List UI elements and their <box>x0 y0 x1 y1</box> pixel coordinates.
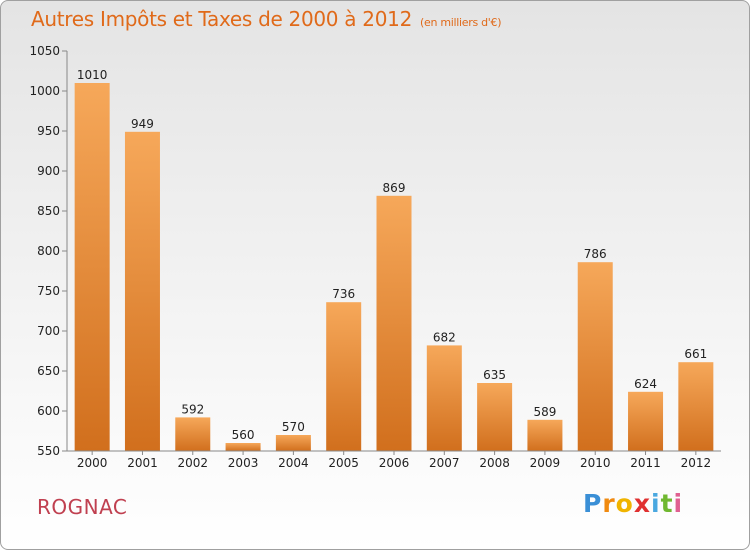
proxiti-logo[interactable]: Proxiti <box>583 489 683 518</box>
logo-letter: i <box>651 489 661 518</box>
x-tick-label: 2001 <box>127 456 158 470</box>
x-tick-label: 2007 <box>429 456 460 470</box>
logo-letter: i <box>673 489 684 518</box>
chart-subtitle: (en milliers d'€) <box>420 16 502 29</box>
chart-title: Autres Impôts et Taxes de 2000 à 2012 (en… <box>31 7 501 31</box>
x-tick-label: 2002 <box>177 456 208 470</box>
bar-2010 <box>577 262 613 451</box>
x-tick-label: 2010 <box>580 456 611 470</box>
chart-title-text: Autres Impôts et Taxes de 2000 à 2012 <box>31 7 412 31</box>
x-tick-label: 2011 <box>630 456 661 470</box>
y-tick-label: 800 <box>37 244 60 258</box>
bar-value-label: 949 <box>131 117 154 131</box>
bar-2012 <box>678 362 714 451</box>
bar-2000 <box>74 83 110 451</box>
x-tick-label: 2008 <box>479 456 510 470</box>
logo-letter: x <box>633 489 651 518</box>
city-name: ROGNAC <box>37 495 128 519</box>
x-tick-label: 2003 <box>228 456 259 470</box>
bar-value-label: 736 <box>332 287 355 301</box>
y-tick-label: 550 <box>37 444 60 458</box>
bar-value-label: 1010 <box>77 68 108 82</box>
bar-2008 <box>477 383 513 451</box>
bar-2006 <box>376 195 412 451</box>
y-tick-label: 900 <box>37 164 60 178</box>
bar-value-label: 869 <box>383 181 406 195</box>
bar-2011 <box>628 391 664 451</box>
x-tick-label: 2005 <box>328 456 359 470</box>
y-tick-label: 700 <box>37 324 60 338</box>
bar-value-label: 661 <box>684 347 707 361</box>
y-tick-label: 1000 <box>29 84 60 98</box>
y-tick-label: 950 <box>37 124 60 138</box>
bar-value-label: 560 <box>232 428 255 442</box>
bar-2007 <box>426 345 462 451</box>
bar-2005 <box>326 302 362 451</box>
bar-value-label: 592 <box>181 402 204 416</box>
bar-value-label: 589 <box>533 405 556 419</box>
bar-value-label: 682 <box>433 330 456 344</box>
logo-letter: r <box>602 489 616 518</box>
x-tick-label: 2004 <box>278 456 309 470</box>
bar-value-label: 570 <box>282 420 305 434</box>
y-tick-label: 600 <box>37 404 60 418</box>
bar-2003 <box>225 443 261 451</box>
y-tick-label: 850 <box>37 204 60 218</box>
y-tick-label: 650 <box>37 364 60 378</box>
bar-2004 <box>275 435 311 451</box>
x-tick-label: 2009 <box>530 456 561 470</box>
bar-value-label: 624 <box>634 377 657 391</box>
x-tick-label: 2000 <box>77 456 108 470</box>
y-tick-label: 1050 <box>29 44 60 58</box>
logo-letter: o <box>615 489 634 518</box>
y-tick-label: 750 <box>37 284 60 298</box>
bar-2002 <box>175 417 211 451</box>
logo-letter: t <box>660 489 674 518</box>
bar-value-label: 786 <box>584 247 607 261</box>
logo-letter: P <box>583 489 603 518</box>
bar-2001 <box>124 131 160 452</box>
bar-2009 <box>527 419 563 451</box>
bar-value-label: 635 <box>483 368 506 382</box>
x-tick-label: 2006 <box>379 456 410 470</box>
x-tick-label: 2012 <box>681 456 712 470</box>
